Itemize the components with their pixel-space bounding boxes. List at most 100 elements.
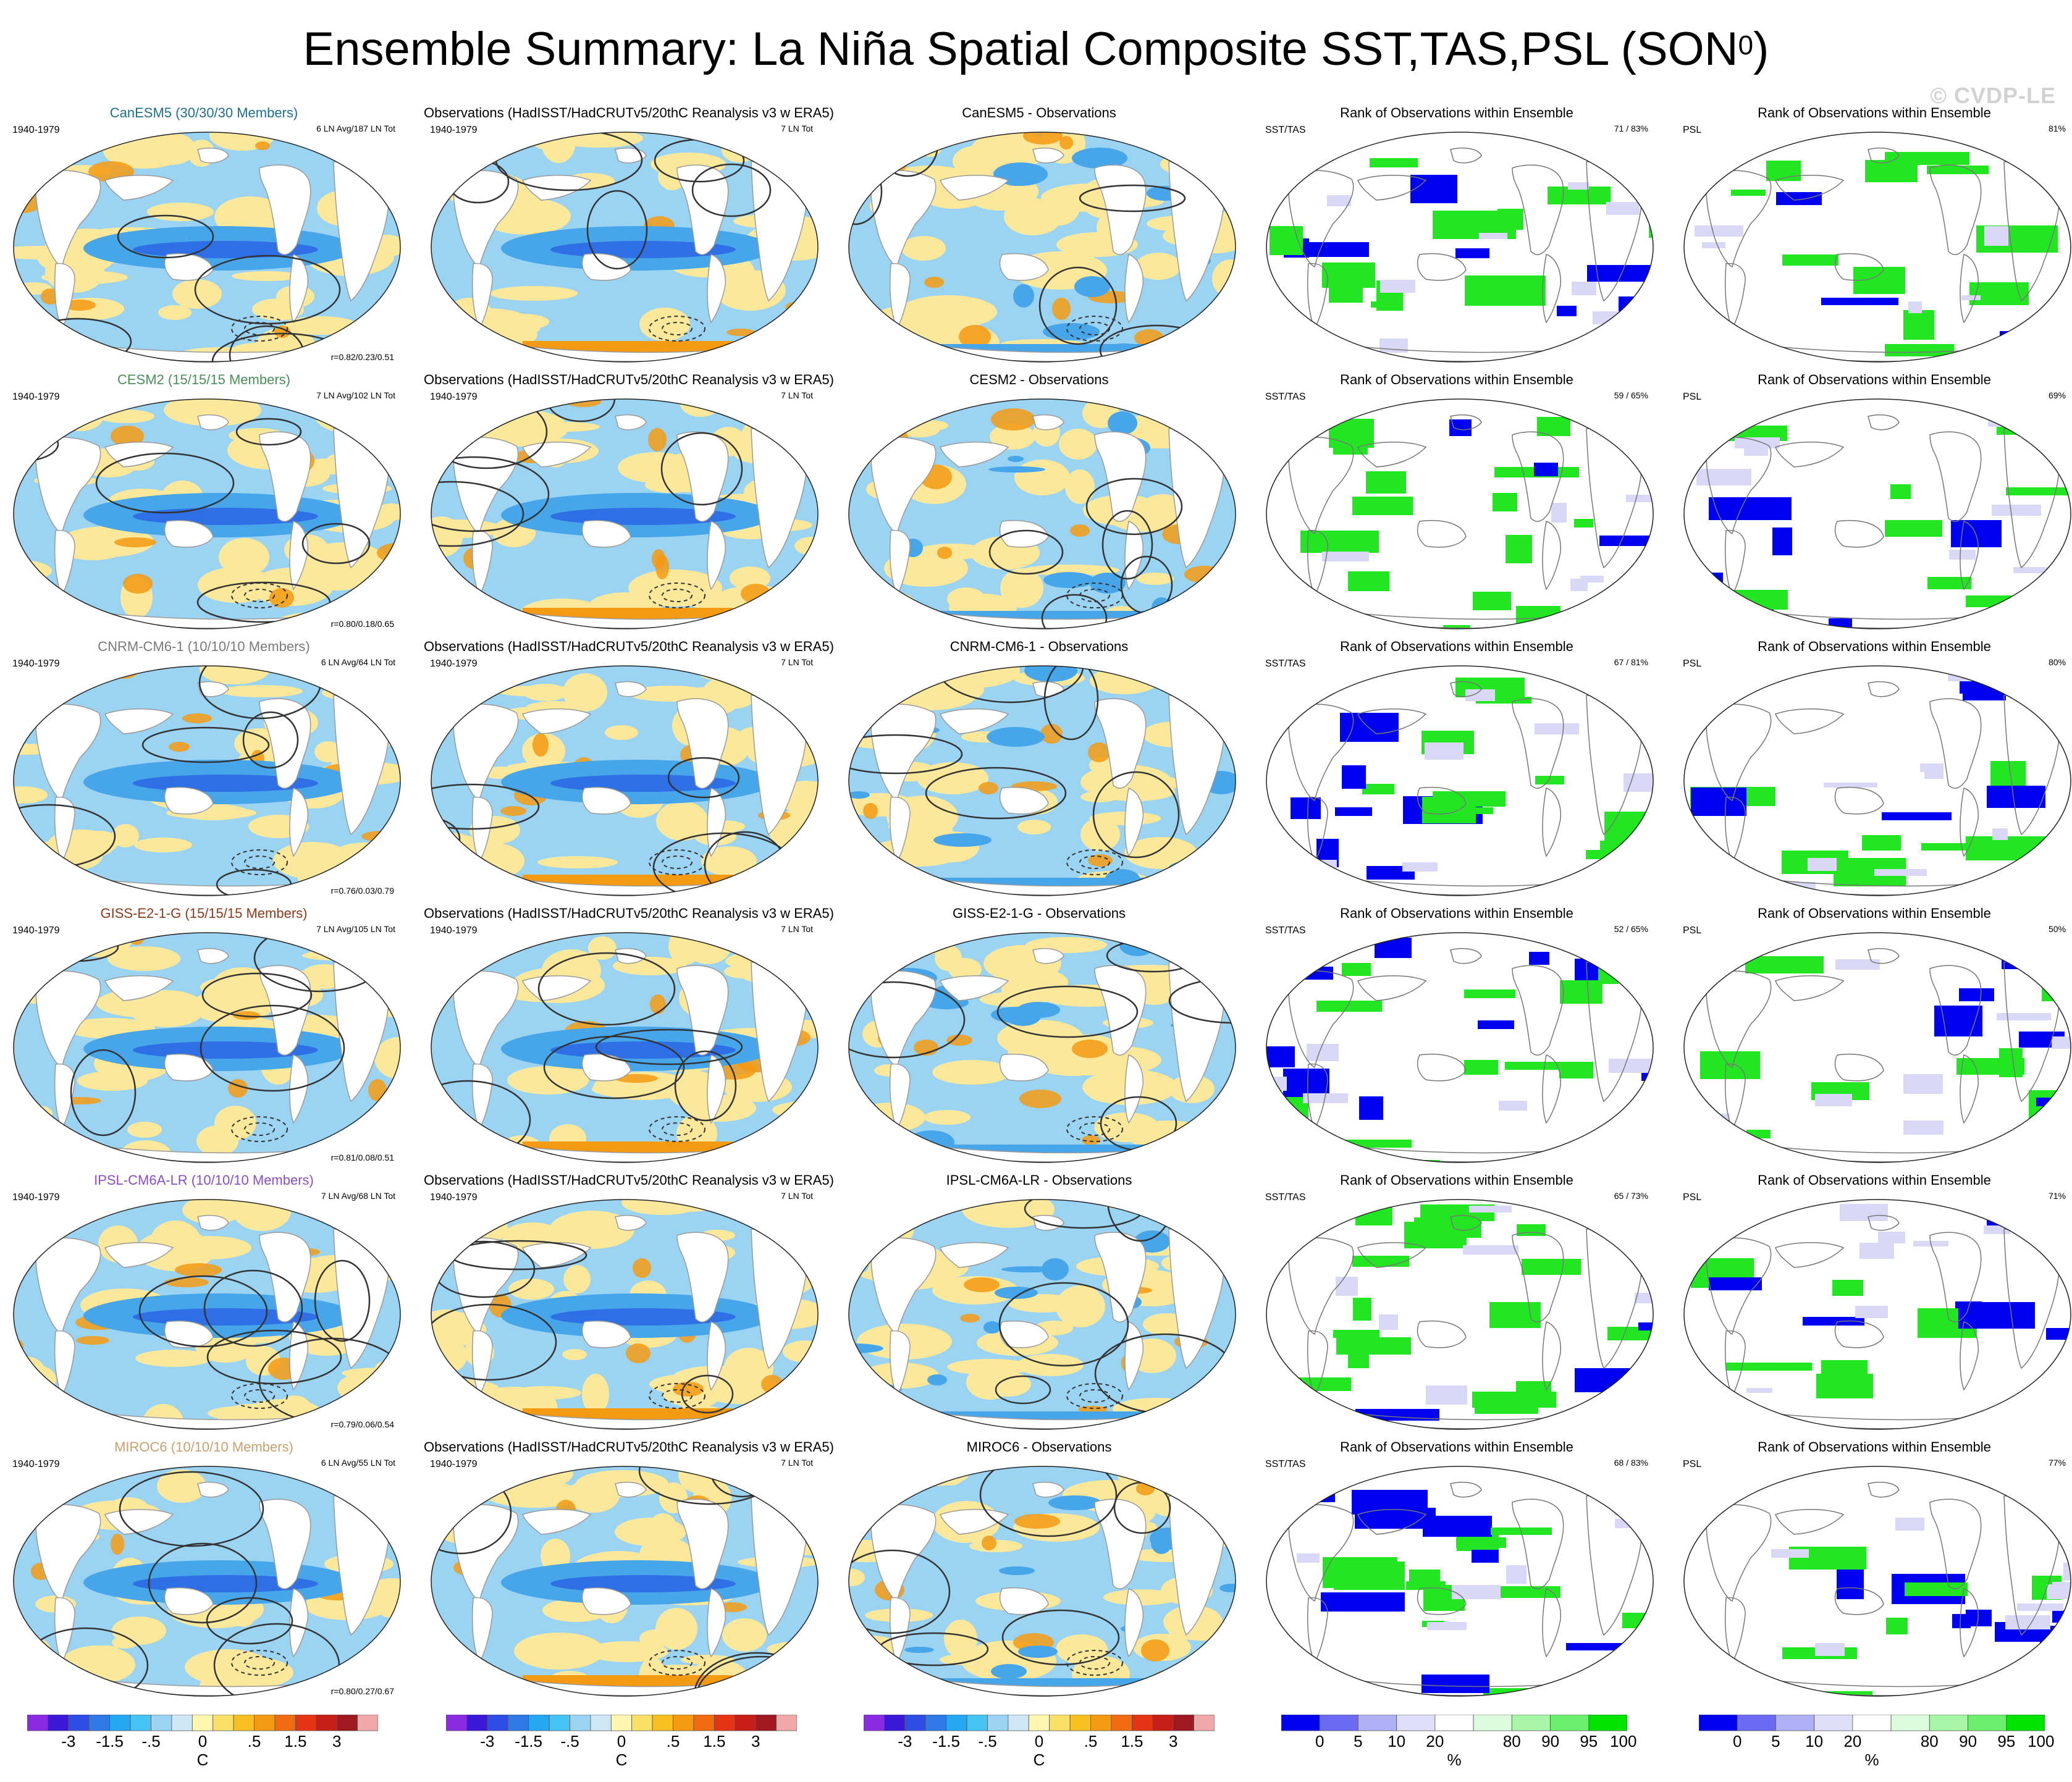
warm-anomaly [77,1071,148,1091]
continent-outline [890,1597,911,1664]
rank-high-region [1599,1130,1651,1149]
warm-anomaly [361,573,393,603]
warm-anomaly-strong [169,742,190,752]
rank-high-region [1862,835,1901,851]
continent-outline [676,1498,729,1589]
colorbar-swatch [1008,1715,1029,1731]
warm-anomaly [496,686,583,697]
panel-r2-c3: CESM2 - Observations [841,372,1237,637]
panel-left-label: 1940-1979 [430,925,478,936]
panel-title: IPSL-CM6A-LR - Observations [946,1172,1132,1188]
colorbar-swatch [68,1715,90,1731]
colorbar-swatch [946,1715,967,1731]
continent-outline [1094,1232,1147,1322]
map [1266,1199,1654,1430]
map-border [1683,1466,2071,1697]
colorbar-swatch [27,1715,48,1731]
colorbar-swatch [631,1715,653,1731]
panel-r3-c1: CNRM-CM6-1 (10/10/10 Members) 1940-1979 6 … [6,639,402,904]
panel-title: MIROC6 - Observations [966,1439,1112,1455]
rank-mid-region [1961,295,1981,300]
panel-title: Observations (HadISST/HadCRUTv5/20thC Re… [424,1172,834,1188]
colorbar-swatch [1852,1715,1892,1731]
psl-contour-negative [231,849,288,875]
continent-outline [1960,1054,1979,1124]
colorbar-swatch [1069,1715,1091,1731]
continent-outline [1512,1498,1564,1589]
psl-contour-negative [244,1122,275,1136]
continent-outline [1960,254,1979,324]
continent-outline [1542,788,1561,857]
rank-mid-region [1589,869,1611,884]
psl-contour-negative [649,1383,705,1409]
rank-low-region [1283,1069,1329,1097]
warm-anomaly [582,1374,609,1414]
continent-outline [870,1504,937,1602]
continent-outline [1542,1054,1561,1124]
rank-high-region [1517,1224,1546,1236]
warm-anomaly [14,786,48,804]
panel-r5-c3: IPSL-CM6A-LR - Observations [841,1172,1237,1438]
warm-anomaly [730,566,770,590]
rank-low-region [1303,967,1333,980]
continent-outline [1124,1588,1143,1658]
rank-mid-region [2017,1603,2063,1611]
panel-r5-c4: Rank of Observations within Ensemble SST/… [1259,1172,1654,1438]
continent-outline [1929,1498,1982,1589]
continent-outline [1868,148,1900,164]
continent-outline [870,437,937,535]
warm-anomaly-strong [114,537,156,547]
colorbar-tick-label: 0 [1034,1732,1044,1750]
panel-right-label: 59 / 65% [1614,390,1648,400]
rank-high-region [1337,1140,1412,1148]
colorbar-unit: % [1447,1750,1462,1769]
colorbar-swatch [590,1715,612,1731]
continent-outline [890,529,911,597]
psl-contour [1041,594,1108,629]
psl-contour-negative [231,1383,288,1409]
rank-low-region [1987,786,2045,808]
psl-contour [1079,184,1186,212]
rank-high-region [1903,310,1934,340]
rank-high-region [1560,980,1602,1004]
colorbar-swatch [1588,1715,1627,1731]
rank-mid-region [1641,1090,1653,1110]
continent-outline [54,263,75,330]
rank-low-region [1987,1200,2013,1228]
psl-contour [667,757,740,799]
colorbar-swatch [487,1715,508,1731]
rank-high-region [1323,1557,1397,1588]
colorbar-swatches [1699,1715,2045,1731]
warm-anomaly-strong [794,696,818,710]
warm-anomaly [901,674,984,705]
warm-anomaly [41,271,128,284]
warm-anomaly [432,607,466,629]
warm-anomaly-strong [723,133,751,146]
rank-low-region [1599,536,1649,546]
warm-anomaly-strong [64,300,96,311]
psl-contour [979,1466,1118,1537]
map-border [13,398,401,629]
warm-anomaly-strong [431,949,466,960]
colorbar-swatch [755,1715,777,1731]
rank-high-region [1885,520,1942,537]
rank-high-region [1385,1160,1440,1162]
psl-contour [1092,771,1180,859]
warm-anomaly-strong [946,1035,972,1046]
continent-outline [35,1237,101,1335]
panel-r4-c2: Observations (HadISST/HadCRUTv5/20thC Re… [424,906,834,1171]
rank-mid-region [1878,1232,1905,1243]
rank-high-region [1352,1256,1409,1267]
cool-anomaly [849,791,870,799]
map [848,665,1236,896]
warm-anomaly [454,1200,527,1218]
pattern-correlation: r=0.80/0.27/0.67 [331,1686,394,1696]
warm-anomaly [23,875,61,896]
warm-anomaly [1038,190,1080,225]
panel-right-label: 52 / 65% [1614,924,1648,934]
rank-low-region [1321,1592,1405,1612]
rank-mid-region [1815,1094,1852,1106]
continent-outline [1032,681,1064,697]
warm-anomaly-strong [358,1671,393,1689]
panel-left-label: PSL [1683,392,1702,402]
